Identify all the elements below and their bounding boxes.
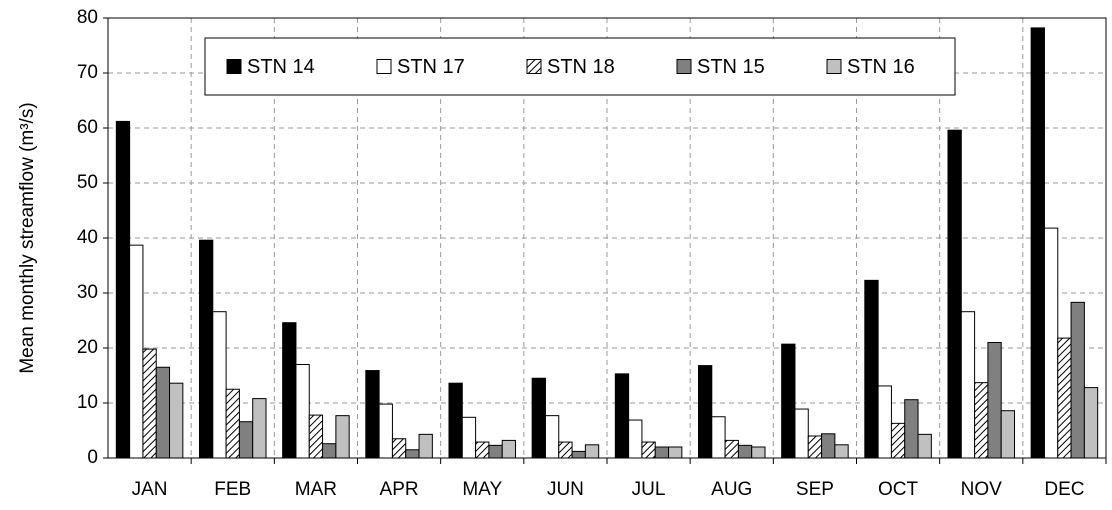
bar: [751, 446, 766, 459]
y-tick-label: 50: [77, 172, 98, 193]
x-tick-label: JUL: [632, 479, 666, 500]
y-tick-label: 70: [77, 62, 98, 83]
legend-swatch: [376, 59, 392, 74]
bar: [974, 382, 989, 459]
bar: [794, 408, 809, 459]
bar: [155, 366, 171, 459]
bar: [737, 444, 753, 459]
bar: [558, 441, 573, 459]
x-tick-label: MAY: [462, 479, 502, 500]
y-tick-label: 0: [87, 447, 98, 468]
bar: [115, 120, 131, 459]
x-tick-label: OCT: [878, 479, 919, 500]
x-tick-label: SEP: [796, 479, 834, 500]
bar: [781, 343, 796, 459]
y-tick-label: 80: [77, 7, 98, 28]
bar: [987, 342, 1002, 459]
bar: [238, 421, 254, 459]
bar: [225, 388, 240, 459]
bar: [418, 433, 433, 459]
bar: [807, 435, 823, 459]
legend-label: STN 14: [247, 56, 315, 78]
y-tick-label: 60: [77, 117, 98, 138]
y-tick-label: 40: [77, 227, 98, 248]
bar: [308, 414, 324, 459]
bar: [212, 311, 227, 459]
bar: [322, 443, 337, 459]
bar: [544, 415, 560, 459]
y-tick-label: 20: [77, 337, 98, 358]
bar: [834, 444, 849, 459]
bar: [1070, 301, 1085, 459]
bar: [821, 433, 836, 459]
bar: [475, 441, 490, 459]
bar: [711, 416, 726, 459]
legend-label: STN 15: [697, 56, 765, 78]
bar: [614, 373, 630, 459]
bar: [584, 444, 600, 459]
x-tick-label: JAN: [132, 479, 168, 500]
bar: [282, 322, 297, 459]
legend-swatch: [226, 59, 242, 74]
bar: [697, 365, 713, 459]
y-tick-label: 30: [77, 282, 98, 303]
bar: [864, 279, 879, 459]
legend-label: STN 18: [547, 56, 615, 78]
legend-swatch: [676, 59, 692, 74]
bar: [668, 446, 683, 459]
y-axis-label: Mean monthly streamflow (m³/s): [17, 102, 38, 373]
bar: [405, 449, 420, 459]
bar: [960, 311, 976, 459]
bar: [295, 364, 310, 459]
bar: [448, 382, 463, 459]
bar: [628, 419, 643, 459]
bar: [252, 398, 267, 459]
bar: [501, 439, 517, 459]
bar: [1083, 387, 1099, 459]
x-tick-label: DEC: [1044, 479, 1084, 500]
bar: [654, 446, 670, 459]
bar: [531, 377, 546, 459]
legend-label: STN 16: [847, 56, 915, 78]
bar: [904, 399, 919, 459]
bar: [571, 450, 586, 459]
bar: [142, 348, 157, 459]
bar: [461, 416, 477, 459]
bar: [1000, 410, 1016, 459]
x-tick-label: FEB: [214, 479, 251, 500]
bar: [890, 422, 906, 459]
bar: [129, 244, 144, 459]
legend-swatch: [826, 59, 842, 74]
plot-frame: [107, 17, 1107, 459]
x-tick-label: APR: [380, 479, 419, 500]
bar: [1057, 337, 1072, 459]
bar: [378, 403, 393, 459]
x-tick-label: AUG: [711, 479, 752, 500]
bar: [198, 239, 214, 459]
y-tick-label: 10: [77, 392, 98, 413]
x-tick-label: JUN: [547, 479, 584, 500]
bar: [169, 382, 184, 459]
legend-swatch: [526, 59, 542, 74]
bar: [1043, 227, 1059, 459]
legend-label: STN 17: [397, 56, 465, 78]
x-tick-label: NOV: [961, 479, 1003, 500]
x-tick-label: MAR: [295, 479, 337, 500]
bar: [947, 129, 962, 459]
bar: [917, 433, 932, 459]
bar: [488, 444, 503, 459]
bar: [877, 385, 892, 459]
bar: [641, 441, 656, 459]
bar: [1030, 27, 1045, 459]
bar: [724, 439, 739, 459]
bar: [391, 438, 407, 459]
bar: [335, 415, 350, 459]
bar: [365, 370, 380, 459]
